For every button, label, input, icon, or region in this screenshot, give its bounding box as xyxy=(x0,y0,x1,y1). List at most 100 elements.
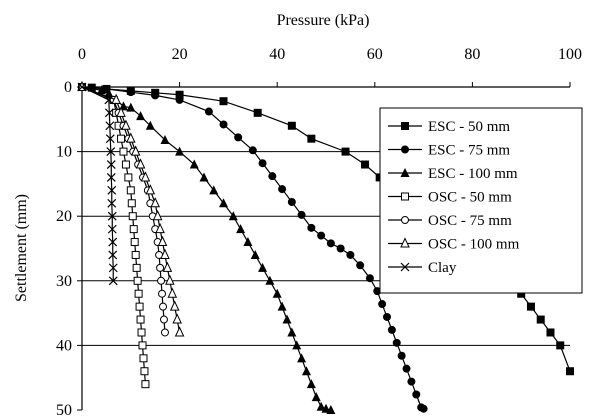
series-6-point-12 xyxy=(108,237,118,247)
series-4 xyxy=(78,83,169,337)
legend-box xyxy=(379,107,583,294)
series-1-point-6 xyxy=(219,120,228,129)
legend-label-5: OSC - 100 mm xyxy=(428,237,520,253)
series-0-point-8 xyxy=(287,121,296,130)
series-2-point-29 xyxy=(316,401,326,411)
series-6-point-7 xyxy=(106,173,116,182)
series-6-point-8 xyxy=(107,185,117,195)
series-1-point-2 xyxy=(126,88,135,97)
series-1-point-17 xyxy=(336,244,345,253)
series-3-point-4 xyxy=(117,134,126,143)
series-2-point-13 xyxy=(219,198,229,208)
x-axis-title: Pressure (kPa) xyxy=(277,12,370,29)
series-5 xyxy=(77,81,185,337)
series-0-point-31 xyxy=(536,315,545,324)
legend-label-2: ESC - 100 mm xyxy=(428,166,518,182)
series-1-point-26 xyxy=(397,351,406,360)
legend-marker-1 xyxy=(401,145,409,154)
series-1-point-22 xyxy=(378,300,387,309)
series-2-point-22 xyxy=(282,314,292,324)
series-0-point-30 xyxy=(526,302,535,311)
legend-item-6: Clay xyxy=(388,260,457,276)
series-5-point-8 xyxy=(145,184,156,195)
series-6 xyxy=(77,82,118,286)
legend-label-0: ESC - 50 mm xyxy=(428,119,510,135)
series-1-point-29 xyxy=(412,390,421,399)
series-5-point-7 xyxy=(140,171,151,182)
series-line-6 xyxy=(81,86,114,281)
series-5-point-14 xyxy=(162,261,173,272)
series-5-point-15 xyxy=(165,274,175,285)
series-1-point-8 xyxy=(248,146,257,155)
series-1 xyxy=(78,83,428,413)
series-1-point-9 xyxy=(258,159,267,168)
axes: 0 20 40 60 80 100 0 10 20 30 40 50 xyxy=(56,46,582,418)
y-tick-label-5: 50 xyxy=(56,402,72,418)
legend-label-4: OSC - 75 mm xyxy=(428,213,512,229)
series-4-point-16 xyxy=(158,289,167,298)
x-tick-label-4: 80 xyxy=(464,46,480,63)
series-1-point-12 xyxy=(287,197,296,206)
series-6-point-9 xyxy=(107,198,117,208)
series-5-point-6 xyxy=(135,158,146,169)
series-6-point-11 xyxy=(107,224,117,234)
series-5-point-5 xyxy=(130,145,141,156)
series-3-point-12 xyxy=(130,238,139,247)
series-3-point-20 xyxy=(138,341,147,350)
series-6-point-0 xyxy=(77,82,87,92)
series-2-point-10 xyxy=(189,159,199,169)
series-3-point-7 xyxy=(124,173,133,182)
series-2-point-26 xyxy=(301,366,311,376)
series-2-point-9 xyxy=(175,146,185,156)
legend-item-3: OSC - 50 mm xyxy=(388,190,512,206)
series-2-point-31 xyxy=(326,405,336,414)
legend-label-1: ESC - 75 mm xyxy=(428,143,510,159)
series-1-point-20 xyxy=(365,274,374,283)
series-1-point-5 xyxy=(204,107,213,116)
series-0-point-10 xyxy=(341,147,350,156)
series-1-point-16 xyxy=(326,239,335,248)
series-3-point-21 xyxy=(139,354,148,363)
series-2-point-23 xyxy=(287,327,297,337)
x-tick-label-0: 0 xyxy=(78,46,86,63)
series-2-point-24 xyxy=(292,340,302,350)
series-5-point-19 xyxy=(174,326,185,337)
series-5-point-12 xyxy=(157,235,168,247)
y-tick-label-3: 30 xyxy=(56,273,72,290)
series-2-point-18 xyxy=(258,262,268,272)
series-5-point-13 xyxy=(160,248,170,259)
series-3-point-13 xyxy=(131,250,140,259)
series-3-point-15 xyxy=(133,276,142,285)
series-2-point-17 xyxy=(250,249,260,259)
series-4-point-15 xyxy=(157,276,166,285)
series-1-point-21 xyxy=(373,287,382,296)
series-0-point-29 xyxy=(517,289,526,298)
series-6-point-1 xyxy=(104,95,114,105)
series-5-point-1 xyxy=(111,93,121,104)
series-5-point-2 xyxy=(116,106,126,117)
series-2-point-7 xyxy=(145,120,155,130)
series-6-point-10 xyxy=(107,211,117,221)
legend-item-1: ESC - 75 mm xyxy=(388,143,510,159)
series-2-point-5 xyxy=(126,102,136,112)
legend-item-4: OSC - 75 mm xyxy=(388,213,512,229)
series-1-point-23 xyxy=(383,312,391,321)
legend-label-6: Clay xyxy=(428,260,457,276)
series-4-point-18 xyxy=(159,315,168,324)
series-6-point-15 xyxy=(108,276,118,286)
series-2-point-2 xyxy=(104,88,114,98)
series-1-point-11 xyxy=(278,185,287,194)
series-5-point-4 xyxy=(126,132,136,143)
series-1-point-3 xyxy=(151,91,160,100)
series-6-point-2 xyxy=(104,108,114,118)
x-tick-label-2: 40 xyxy=(269,46,285,63)
x-tick-label-5: 100 xyxy=(558,46,582,63)
series-2-point-19 xyxy=(265,275,275,285)
series-2-point-14 xyxy=(228,211,238,221)
series-2 xyxy=(77,82,336,414)
series-0-point-6 xyxy=(219,97,228,106)
legend: ESC - 50 mm ESC - 75 mm ESC - 100 mm OSC - … xyxy=(379,107,583,294)
series-3-point-6 xyxy=(121,160,130,169)
series-6-point-5 xyxy=(106,147,116,157)
series-3-point-8 xyxy=(126,186,135,195)
